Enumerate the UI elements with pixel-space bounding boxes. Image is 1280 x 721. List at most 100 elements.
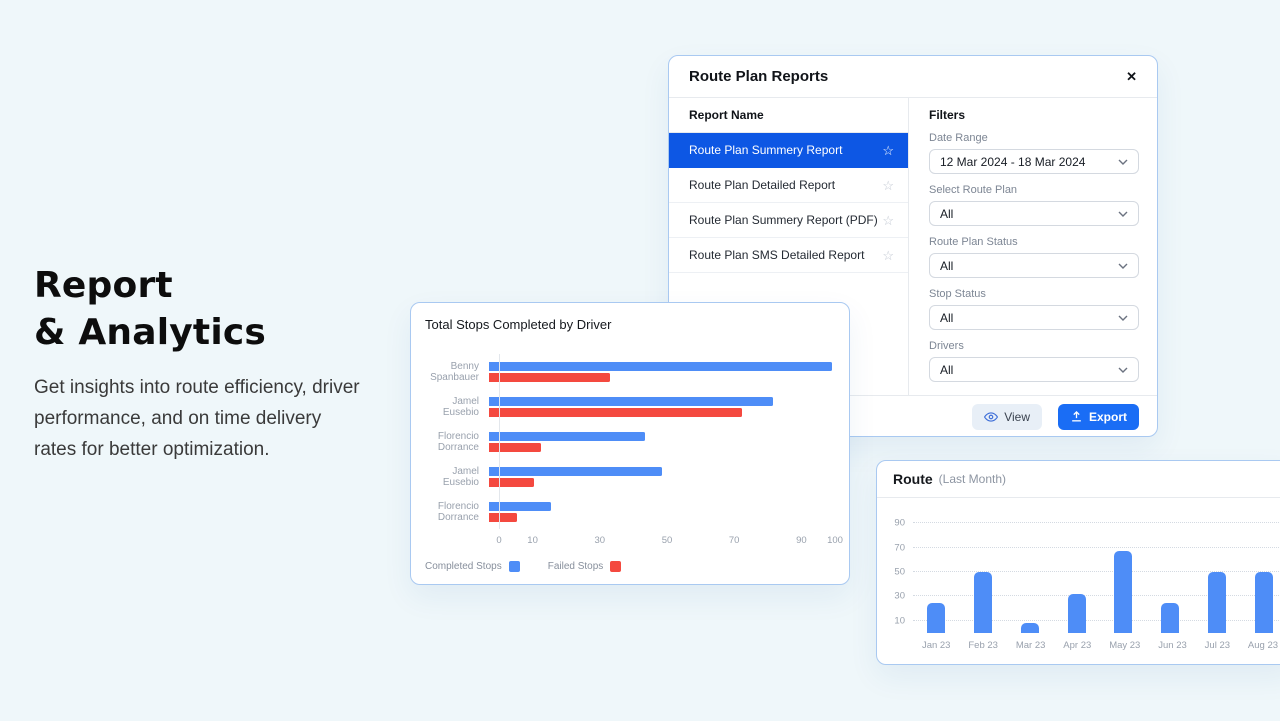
page-title: Report & Analytics <box>34 262 364 356</box>
completed-swatch <box>508 561 520 572</box>
month-tick-label: Aug 23 <box>1247 640 1279 651</box>
report-item-label: Route Plan Detailed Report <box>689 178 836 192</box>
stops-chart-rows: Benny Spanbauer Jamel Eusebio Florencio Dorra… <box>425 354 835 529</box>
view-button[interactable]: View <box>972 403 1042 430</box>
gridline <box>913 522 1280 524</box>
completed-bar <box>489 431 645 441</box>
driver-bars <box>489 466 835 487</box>
upload-icon <box>1072 410 1081 422</box>
route-bar <box>1254 572 1273 633</box>
view-button-label: View <box>1004 409 1030 424</box>
date-range-value: 12 Mar 2024 - 18 Mar 2024 <box>940 154 1086 169</box>
gridline <box>913 546 1280 548</box>
x-tick-label: 0 <box>496 535 502 546</box>
report-item-summery[interactable]: Route Plan Summery Report ☆ <box>669 133 908 168</box>
gridline <box>913 619 1280 621</box>
report-item-detailed[interactable]: Route Plan Detailed Report ☆ <box>669 168 908 203</box>
x-tick-label: 30 <box>594 535 606 546</box>
modal-footer: View Export <box>669 395 1157 437</box>
y-tick-label: 70 <box>894 542 905 554</box>
y-tick-label: 50 <box>894 566 905 578</box>
driver-label: Florencio Dorrance <box>437 500 479 523</box>
star-icon[interactable]: ☆ <box>882 142 894 158</box>
driver-row: Benny Spanbauer <box>425 354 835 389</box>
report-list: Report Name Route Plan Summery Report ☆ … <box>669 98 909 395</box>
filters-header: Filters <box>929 108 966 122</box>
legend-item-completed: Completed Stops <box>425 561 520 572</box>
stop-status-value: All <box>940 310 954 325</box>
gridline <box>913 571 1280 572</box>
month-tick-label: Apr 23 <box>1063 640 1092 651</box>
driver-label: Jamel Eusebio <box>442 395 479 418</box>
route-chart-yaxis: 10 30 50 70 90 <box>877 511 905 633</box>
month-tick-label: May 23 <box>1109 640 1141 651</box>
legend-item-failed: Failed Stops <box>548 561 622 572</box>
drivers-select[interactable]: All <box>929 357 1139 382</box>
month-tick-label: Jun 23 <box>1158 640 1187 651</box>
completed-bar <box>489 501 552 511</box>
route-plan-select[interactable]: All <box>929 201 1139 226</box>
page-description: Get insights into route efficiency, driv… <box>34 377 360 460</box>
report-item-label: Route Plan Summery Report (PDF) <box>689 213 878 227</box>
route-bar <box>1114 551 1133 633</box>
report-item-summery-pdf[interactable]: Route Plan Summery Report (PDF) ☆ <box>669 203 908 238</box>
date-range-select[interactable]: 12 Mar 2024 - 18 Mar 2024 <box>929 149 1139 174</box>
modal-body: Report Name Route Plan Summery Report ☆ … <box>669 98 1157 395</box>
month-tick-label: Jul 23 <box>1204 640 1231 651</box>
export-button-label: Export <box>1088 409 1127 424</box>
completed-bar <box>489 396 773 406</box>
report-item-label: Route Plan SMS Detailed Report <box>689 248 865 262</box>
star-icon[interactable]: ☆ <box>882 247 894 263</box>
gridline <box>913 595 1280 597</box>
route-plan-status-select[interactable]: All <box>929 253 1139 278</box>
month-tick-label: Feb 23 <box>968 640 998 651</box>
filter-label-route-plan: Select Route Plan <box>929 184 1018 196</box>
star-icon[interactable]: ☆ <box>882 177 894 193</box>
x-tick-label: 70 <box>728 535 740 546</box>
route-chart-months: Jan 23 Feb 23 Mar 23 Apr 23 May 23 Jun 23 Jul … <box>913 640 1280 651</box>
export-button[interactable]: Export <box>1057 403 1139 430</box>
chevron-down-icon <box>1118 315 1128 321</box>
route-bar <box>1020 623 1039 633</box>
route-plan-value: All <box>940 206 954 221</box>
filters-panel: Filters Date Range 12 Mar 2024 - 18 Mar … <box>909 98 1157 395</box>
star-icon[interactable]: ☆ <box>882 212 894 228</box>
filter-label-stop-status: Stop Status <box>929 288 986 300</box>
driver-bars <box>489 431 835 452</box>
filter-label-drivers: Drivers <box>929 340 964 352</box>
x-tick-label: 100 <box>827 535 843 546</box>
driver-bars <box>489 501 835 522</box>
modal-header: Route Plan Reports ✕ <box>669 56 1157 98</box>
route-bar <box>974 572 993 633</box>
completed-bar <box>489 361 832 371</box>
close-icon[interactable]: ✕ <box>1126 69 1137 84</box>
y-tick-label: 10 <box>894 615 905 627</box>
driver-bars <box>489 361 835 382</box>
stop-status-select[interactable]: All <box>929 305 1139 330</box>
driver-label: Benny Spanbauer <box>430 360 479 383</box>
chevron-down-icon <box>1118 159 1128 165</box>
month-tick-label: Jan 23 <box>921 640 951 651</box>
completed-bar <box>489 466 662 476</box>
failed-bar <box>489 442 541 452</box>
failed-bar <box>489 372 611 382</box>
route-bar <box>927 602 946 633</box>
filter-label-date-range: Date Range <box>929 132 988 144</box>
report-item-sms-detailed[interactable]: Route Plan SMS Detailed Report ☆ <box>669 238 908 273</box>
stops-chart-legend: Completed Stops Failed Stops <box>425 561 835 572</box>
y-tick-label: 30 <box>894 590 905 602</box>
driver-label: Jamel Eusebio <box>442 465 479 488</box>
driver-row: Jamel Eusebio <box>425 459 835 494</box>
filter-label-route-plan-status: Route Plan Status <box>929 236 1018 248</box>
failed-bar <box>489 407 742 417</box>
y-tick-label: 90 <box>894 517 905 529</box>
stops-chart-title: Total Stops Completed by Driver <box>425 317 612 332</box>
driver-row: Florencio Dorrance <box>425 424 835 459</box>
driver-label: Florencio Dorrance <box>437 430 479 453</box>
page-title-line1: Report <box>34 265 173 306</box>
report-item-label: Route Plan Summery Report <box>689 143 843 157</box>
report-list-header: Report Name <box>669 98 908 133</box>
driver-row: Jamel Eusebio <box>425 389 835 424</box>
route-bar <box>1207 572 1226 633</box>
